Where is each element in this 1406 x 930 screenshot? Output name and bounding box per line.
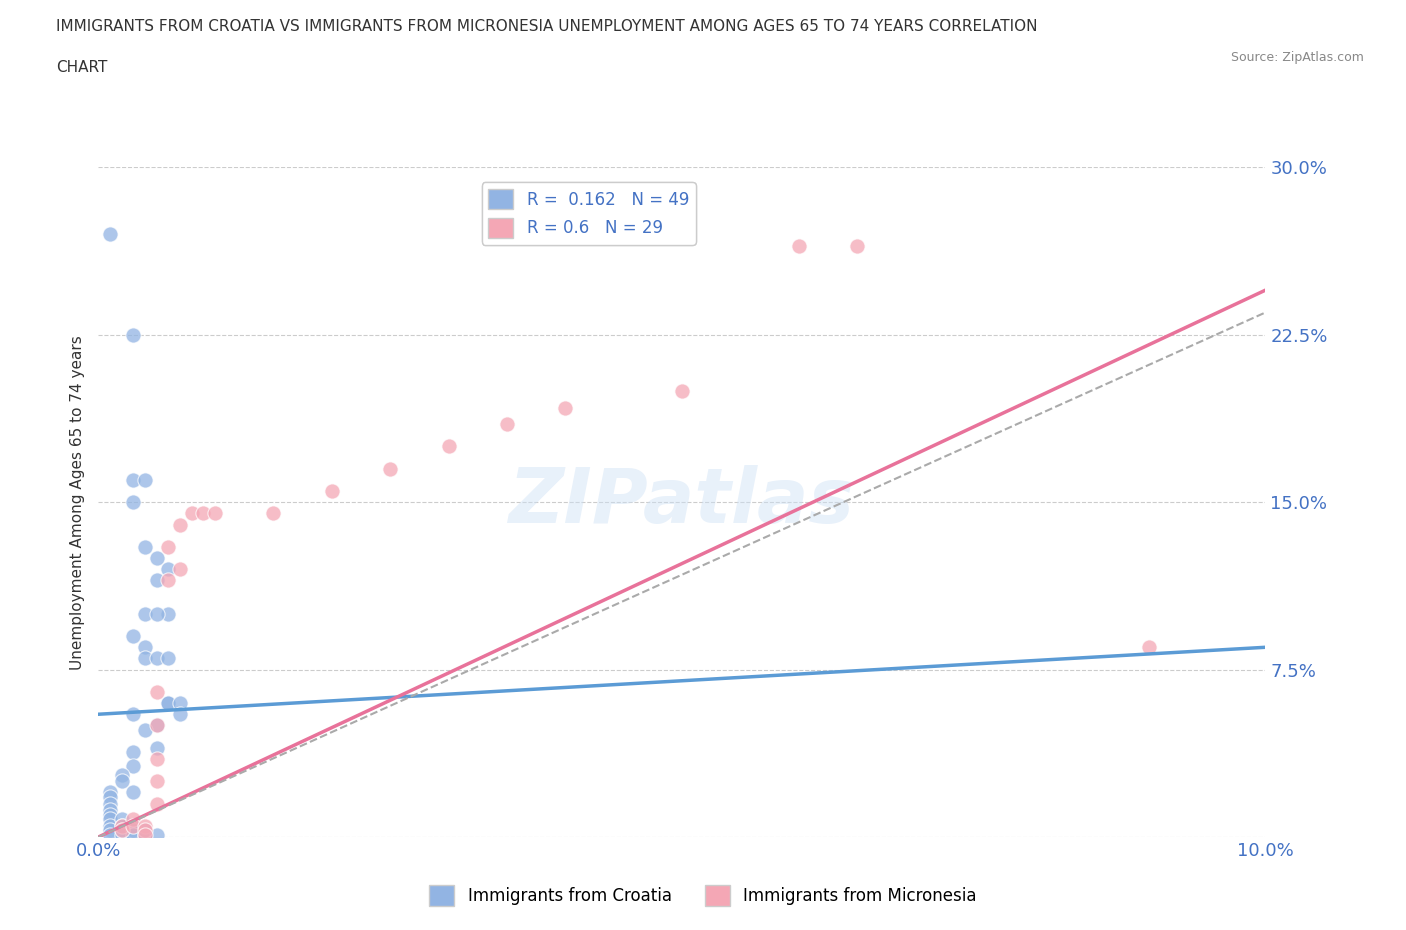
- Point: [111, 818, 134, 833]
- Point: [122, 812, 145, 827]
- Point: [262, 506, 284, 521]
- Point: [111, 823, 134, 838]
- Point: [98, 828, 121, 843]
- Point: [111, 812, 134, 827]
- Point: [122, 707, 145, 722]
- Point: [134, 651, 156, 666]
- Point: [146, 718, 169, 733]
- Point: [146, 774, 169, 789]
- Point: [98, 818, 121, 833]
- Point: [98, 785, 121, 800]
- Point: [157, 696, 180, 711]
- Point: [122, 472, 145, 487]
- Point: [169, 696, 191, 711]
- Point: [846, 238, 869, 253]
- Point: [134, 823, 156, 838]
- Point: [157, 562, 180, 577]
- Point: [111, 818, 134, 833]
- Point: [157, 696, 180, 711]
- Point: [157, 539, 180, 554]
- Point: [496, 417, 519, 432]
- Point: [111, 774, 134, 789]
- Point: [122, 785, 145, 800]
- Point: [134, 828, 156, 843]
- Point: [122, 758, 145, 773]
- Point: [157, 651, 180, 666]
- Legend: Immigrants from Croatia, Immigrants from Micronesia: Immigrants from Croatia, Immigrants from…: [423, 879, 983, 912]
- Point: [98, 823, 121, 838]
- Point: [134, 539, 156, 554]
- Point: [146, 796, 169, 811]
- Point: [169, 517, 191, 532]
- Point: [122, 818, 145, 833]
- Point: [122, 828, 145, 843]
- Point: [122, 327, 145, 342]
- Point: [437, 439, 460, 454]
- Point: [98, 807, 121, 822]
- Point: [134, 723, 156, 737]
- Point: [134, 606, 156, 621]
- Point: [1137, 640, 1160, 655]
- Point: [134, 818, 156, 833]
- Point: [787, 238, 810, 253]
- Text: CHART: CHART: [56, 60, 108, 75]
- Point: [146, 684, 169, 699]
- Point: [146, 740, 169, 755]
- Point: [146, 551, 169, 565]
- Point: [321, 484, 343, 498]
- Point: [157, 573, 180, 588]
- Point: [111, 767, 134, 782]
- Point: [122, 818, 145, 833]
- Point: [98, 227, 121, 242]
- Point: [146, 606, 169, 621]
- Point: [671, 383, 693, 398]
- Point: [111, 823, 134, 838]
- Point: [146, 651, 169, 666]
- Point: [204, 506, 226, 521]
- Point: [146, 573, 169, 588]
- Point: [180, 506, 202, 521]
- Y-axis label: Unemployment Among Ages 65 to 74 years: Unemployment Among Ages 65 to 74 years: [69, 335, 84, 670]
- Point: [146, 751, 169, 766]
- Point: [157, 606, 180, 621]
- Point: [98, 790, 121, 804]
- Point: [193, 506, 215, 521]
- Point: [146, 718, 169, 733]
- Point: [98, 812, 121, 827]
- Point: [134, 828, 156, 843]
- Point: [146, 828, 169, 843]
- Point: [111, 828, 134, 843]
- Point: [122, 823, 145, 838]
- Point: [134, 823, 156, 838]
- Text: IMMIGRANTS FROM CROATIA VS IMMIGRANTS FROM MICRONESIA UNEMPLOYMENT AMONG AGES 65: IMMIGRANTS FROM CROATIA VS IMMIGRANTS FR…: [56, 19, 1038, 33]
- Text: ZIPatlas: ZIPatlas: [509, 465, 855, 539]
- Point: [98, 796, 121, 811]
- Point: [169, 707, 191, 722]
- Point: [554, 401, 576, 416]
- Point: [380, 461, 402, 476]
- Point: [122, 495, 145, 510]
- Point: [122, 745, 145, 760]
- Point: [134, 640, 156, 655]
- Point: [98, 803, 121, 817]
- Legend: R =  0.162   N = 49, R = 0.6   N = 29: R = 0.162 N = 49, R = 0.6 N = 29: [481, 182, 696, 245]
- Point: [134, 472, 156, 487]
- Point: [169, 562, 191, 577]
- Text: Source: ZipAtlas.com: Source: ZipAtlas.com: [1230, 51, 1364, 64]
- Point: [122, 629, 145, 644]
